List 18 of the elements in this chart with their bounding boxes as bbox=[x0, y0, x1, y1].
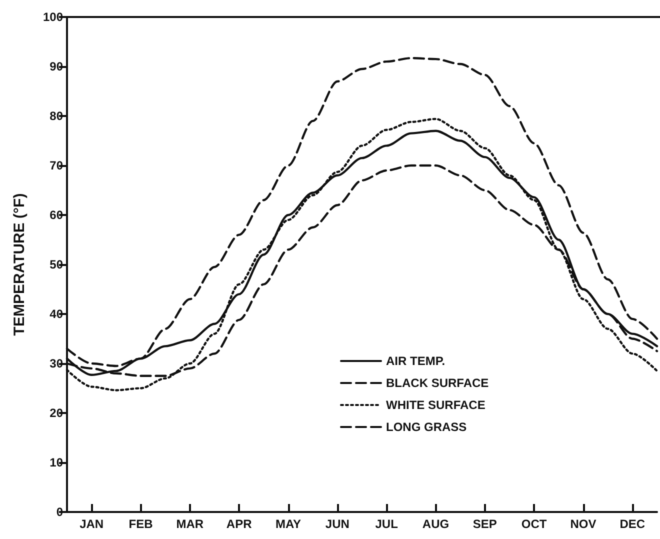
x-tick-label: AUG bbox=[422, 517, 450, 531]
x-tick-label: JAN bbox=[80, 517, 104, 531]
legend-label: AIR TEMP. bbox=[386, 354, 446, 368]
x-tick-label: MAY bbox=[275, 517, 302, 531]
x-tick-label: FEB bbox=[128, 517, 154, 531]
x-tick-label: DEC bbox=[620, 517, 646, 531]
legend-label: LONG GRASS bbox=[386, 420, 467, 434]
y-axis-title: TEMPERATURE (°F) bbox=[11, 193, 28, 336]
x-tick-label: OCT bbox=[521, 517, 548, 531]
y-tick-label: 100 bbox=[42, 10, 64, 24]
legend-label: WHITE SURFACE bbox=[386, 398, 486, 412]
x-tick-label: APR bbox=[226, 517, 252, 531]
x-tick-label: MAR bbox=[176, 517, 204, 531]
x-tick-label: JUN bbox=[325, 517, 350, 531]
legend-label: BLACK SURFACE bbox=[386, 376, 489, 390]
x-tick-label: JUL bbox=[375, 517, 398, 531]
x-tick-label: NOV bbox=[570, 517, 596, 531]
x-tick-label: SEP bbox=[472, 517, 497, 531]
